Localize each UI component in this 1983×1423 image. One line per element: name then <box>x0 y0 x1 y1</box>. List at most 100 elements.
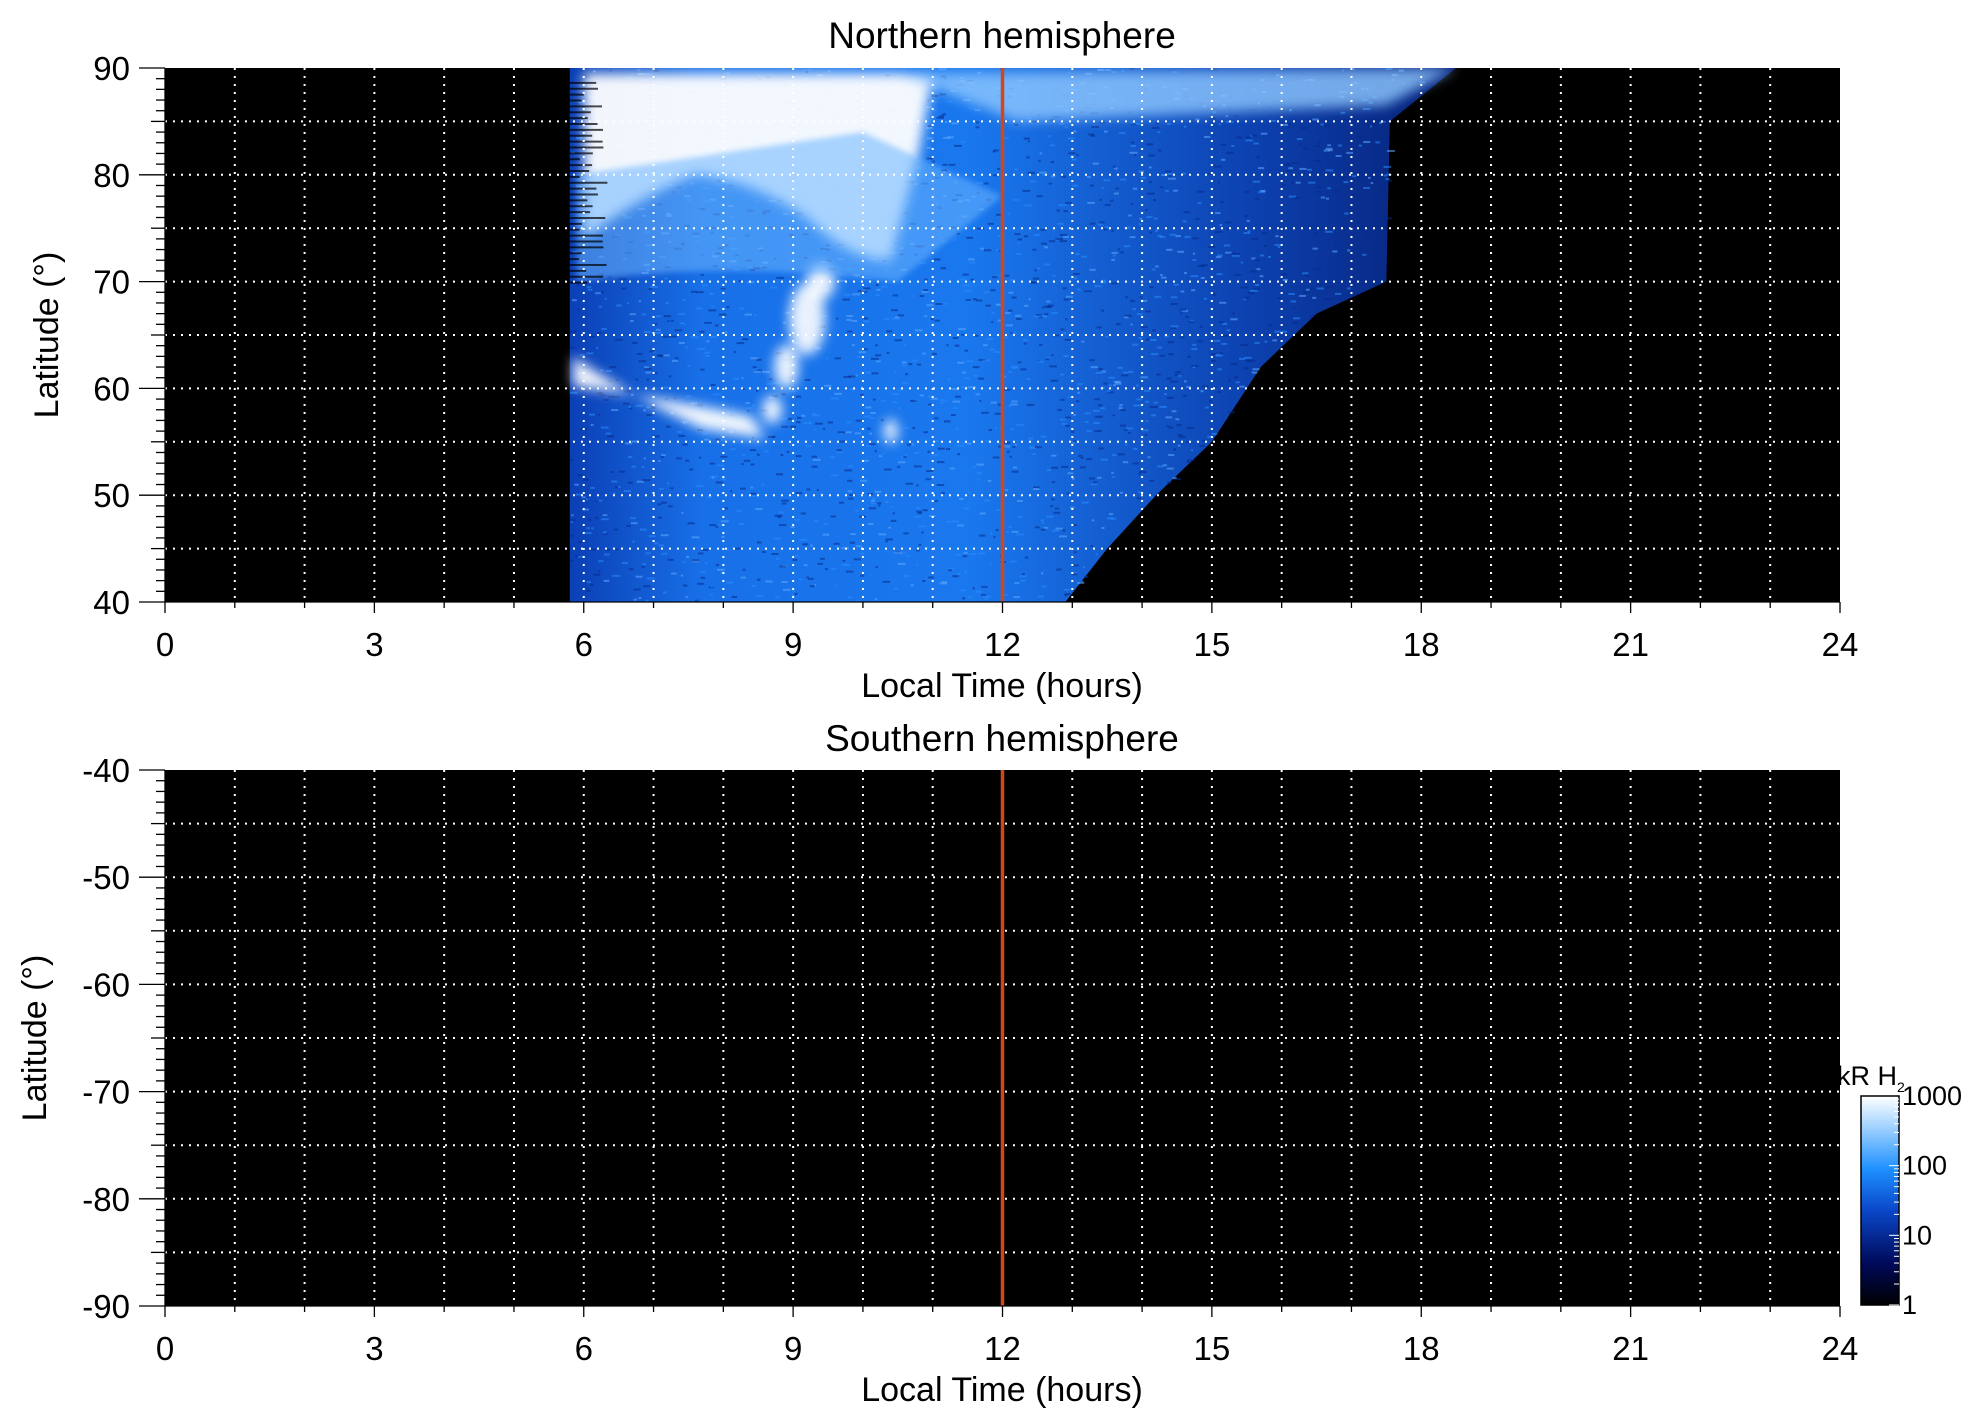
emission-speck <box>593 573 601 576</box>
emission-speck <box>1153 199 1157 201</box>
emission-speck <box>739 523 744 525</box>
emission-speck <box>720 287 726 290</box>
emission-speck <box>908 363 913 366</box>
emission-speck <box>570 534 575 537</box>
emission-speck <box>1384 182 1389 185</box>
dawn-edge-mark <box>569 211 591 214</box>
emission-speck <box>842 559 846 562</box>
emission-speck <box>1001 137 1010 140</box>
emission-speck <box>1259 254 1265 257</box>
emission-speck <box>1157 234 1162 237</box>
emission-speck <box>1164 170 1172 173</box>
northern-y-axis-label: Latitude (°) <box>28 252 66 419</box>
emission-speck <box>1071 573 1078 576</box>
emission-speck <box>1130 203 1133 205</box>
emission-speck <box>650 406 656 409</box>
emission-speck <box>681 512 684 514</box>
emission-speck <box>976 478 980 481</box>
emission-speck <box>751 495 757 498</box>
x-tick-label: 9 <box>784 1330 802 1367</box>
emission-speck <box>1009 560 1017 563</box>
emission-speck <box>750 463 755 466</box>
emission-speck <box>1084 290 1092 293</box>
emission-speck <box>1324 124 1330 127</box>
emission-speck <box>1170 325 1179 328</box>
emission-speck <box>1130 68 1135 70</box>
emission-speck <box>1129 236 1136 239</box>
emission-speck <box>1173 477 1182 480</box>
emission-speck <box>926 126 933 129</box>
emission-speck <box>1334 115 1340 118</box>
emission-speck <box>718 523 724 526</box>
emission-speck <box>612 395 620 398</box>
emission-speck <box>905 373 908 376</box>
emission-speck <box>922 509 928 512</box>
emission-speck <box>732 406 735 409</box>
emission-speck <box>1299 294 1306 297</box>
emission-speck <box>831 567 837 570</box>
emission-speck <box>1160 186 1164 189</box>
emission-speck <box>862 290 868 293</box>
emission-speck <box>678 313 685 316</box>
emission-speck <box>637 353 643 355</box>
emission-speck <box>1047 304 1055 307</box>
emission-speck <box>863 320 870 323</box>
emission-speck <box>978 377 985 380</box>
emission-speck <box>713 393 721 396</box>
emission-speck <box>1092 409 1100 412</box>
emission-speck <box>912 427 916 429</box>
emission-speck <box>1124 226 1131 229</box>
dawn-edge-mark <box>569 140 603 143</box>
emission-speck <box>1320 196 1325 199</box>
emission-speck <box>1052 529 1060 532</box>
emission-speck <box>803 274 810 277</box>
emission-speck <box>811 413 817 416</box>
emission-speck <box>766 382 774 385</box>
emission-speck <box>962 273 969 276</box>
emission-speck <box>586 527 590 530</box>
emission-speck <box>1140 376 1148 379</box>
emission-speck <box>776 276 785 279</box>
emission-speck <box>570 459 574 462</box>
emission-speck <box>878 533 887 536</box>
emission-speck <box>637 68 641 71</box>
emission-speck <box>1207 435 1212 438</box>
emission-speck <box>903 575 910 577</box>
emission-speck <box>1165 189 1169 192</box>
emission-speck <box>1312 247 1318 250</box>
emission-speck <box>1119 404 1123 407</box>
emission-speck <box>1027 171 1036 174</box>
emission-speck <box>981 585 988 588</box>
dawn-edge-mark <box>569 93 584 96</box>
emission-speck <box>933 417 939 420</box>
emission-speck <box>1118 132 1126 135</box>
emission-speck <box>903 426 910 429</box>
emission-speck <box>598 305 603 308</box>
emission-speck <box>1130 299 1136 302</box>
emission-speck <box>1035 526 1040 529</box>
emission-speck <box>835 317 839 320</box>
emission-speck <box>976 463 985 466</box>
emission-speck <box>1034 269 1037 272</box>
emission-speck <box>929 471 936 474</box>
emission-speck <box>940 267 947 270</box>
emission-speck <box>1393 110 1400 112</box>
emission-speck <box>601 291 605 293</box>
emission-speck <box>972 587 975 590</box>
emission-speck <box>1141 326 1148 329</box>
emission-speck <box>1033 234 1040 236</box>
x-tick-label: 21 <box>1612 1330 1649 1367</box>
y-tick-label: 60 <box>93 370 130 407</box>
emission-speck <box>1149 406 1158 408</box>
emission-speck <box>742 568 746 571</box>
emission-speck <box>781 393 786 396</box>
emission-speck <box>1148 154 1155 157</box>
emission-speck <box>595 292 601 295</box>
emission-speck <box>1115 323 1121 326</box>
emission-speck <box>940 401 944 404</box>
emission-speck <box>1010 332 1013 334</box>
emission-speck <box>1384 258 1387 261</box>
emission-speck <box>706 496 713 499</box>
emission-speck <box>576 283 581 286</box>
emission-speck <box>923 289 929 292</box>
